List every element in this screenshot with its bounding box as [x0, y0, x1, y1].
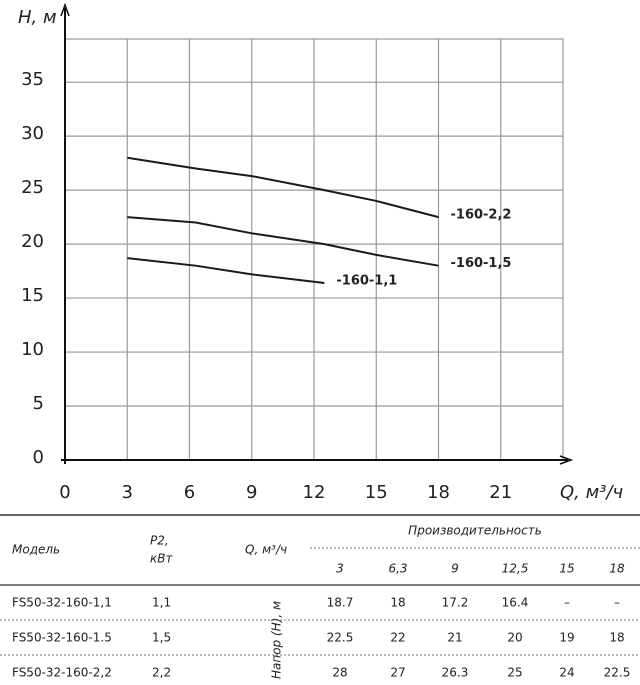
table-cell: 26.3 — [442, 666, 469, 680]
table-cell: 18.7 — [327, 596, 354, 610]
table-cell: 2,2 — [152, 666, 171, 680]
table-cell: 25 — [507, 666, 522, 680]
table-cell: 19 — [559, 631, 574, 645]
table-cell: 21 — [447, 631, 462, 645]
x-axis-label: Q, м³/ч — [560, 482, 623, 503]
table-cell: 27 — [390, 666, 405, 680]
x-tick-label: 18 — [427, 482, 450, 503]
x-tick-label: 12 — [303, 482, 326, 503]
series-label: -160-2,2 — [451, 208, 512, 223]
table-cell: FS50-32-160-1.5 — [12, 631, 112, 645]
table-cell: FS50-32-160-2,2 — [12, 666, 112, 680]
table-cell: 22 — [390, 631, 405, 645]
table-cell: 22.5 — [604, 666, 631, 680]
table-cell: 18 — [609, 631, 624, 645]
table-cell: 22.5 — [327, 631, 354, 645]
y-axis-label: H, м — [18, 7, 57, 28]
table-header: 15 — [559, 562, 574, 576]
series-label: -160-1,1 — [336, 273, 397, 288]
table-header: Q, м³/ч — [245, 543, 287, 557]
y-tick-label: 15 — [21, 285, 44, 306]
table-header: 3 — [336, 562, 344, 576]
table-cell: 28 — [332, 666, 347, 680]
table-cell: – — [614, 596, 620, 610]
y-axis-arrow — [60, 2, 70, 17]
series-line — [127, 156, 439, 219]
y-tick-label: 25 — [21, 177, 44, 198]
x-tick-label: 0 — [59, 482, 70, 503]
table-cell: 1,1 — [152, 596, 171, 610]
x-tick-label: 3 — [122, 482, 133, 503]
table-cell: 18 — [390, 596, 405, 610]
series-line — [127, 216, 439, 267]
table-cell: 16.4 — [502, 596, 529, 610]
table-header: 9 — [451, 562, 459, 576]
table-header: кВт — [150, 552, 173, 566]
table-cell: – — [564, 596, 570, 610]
x-tick-label: 6 — [184, 482, 195, 503]
x-tick-label: 21 — [489, 482, 512, 503]
x-tick-label: 15 — [365, 482, 388, 503]
series-label: -160-1,5 — [451, 256, 512, 271]
y-tick-label: 0 — [33, 447, 44, 468]
table-header: 6,3 — [388, 562, 407, 576]
table-cell: 20 — [507, 631, 522, 645]
table-header: Модель — [12, 543, 60, 557]
table-header: 12,5 — [502, 562, 529, 576]
table-cell: 17.2 — [442, 596, 469, 610]
y-tick-label: 20 — [21, 231, 44, 252]
y-tick-label: 35 — [21, 69, 44, 90]
y-tick-label: 5 — [33, 393, 44, 414]
table-header: 18 — [609, 562, 625, 576]
table-cell: 1,5 — [152, 631, 171, 645]
x-axis-arrow — [559, 455, 574, 465]
table-cell: 24 — [559, 666, 574, 680]
table-row-label: Напор (Н), м — [270, 601, 284, 679]
table-header: P2, — [150, 534, 169, 548]
series-line — [127, 257, 325, 284]
x-tick-label: 9 — [246, 482, 257, 503]
y-tick-label: 10 — [21, 339, 44, 360]
table-header: Производительность — [408, 524, 542, 538]
y-tick-label: 30 — [21, 123, 44, 144]
table-cell: FS50-32-160-1,1 — [12, 596, 112, 610]
